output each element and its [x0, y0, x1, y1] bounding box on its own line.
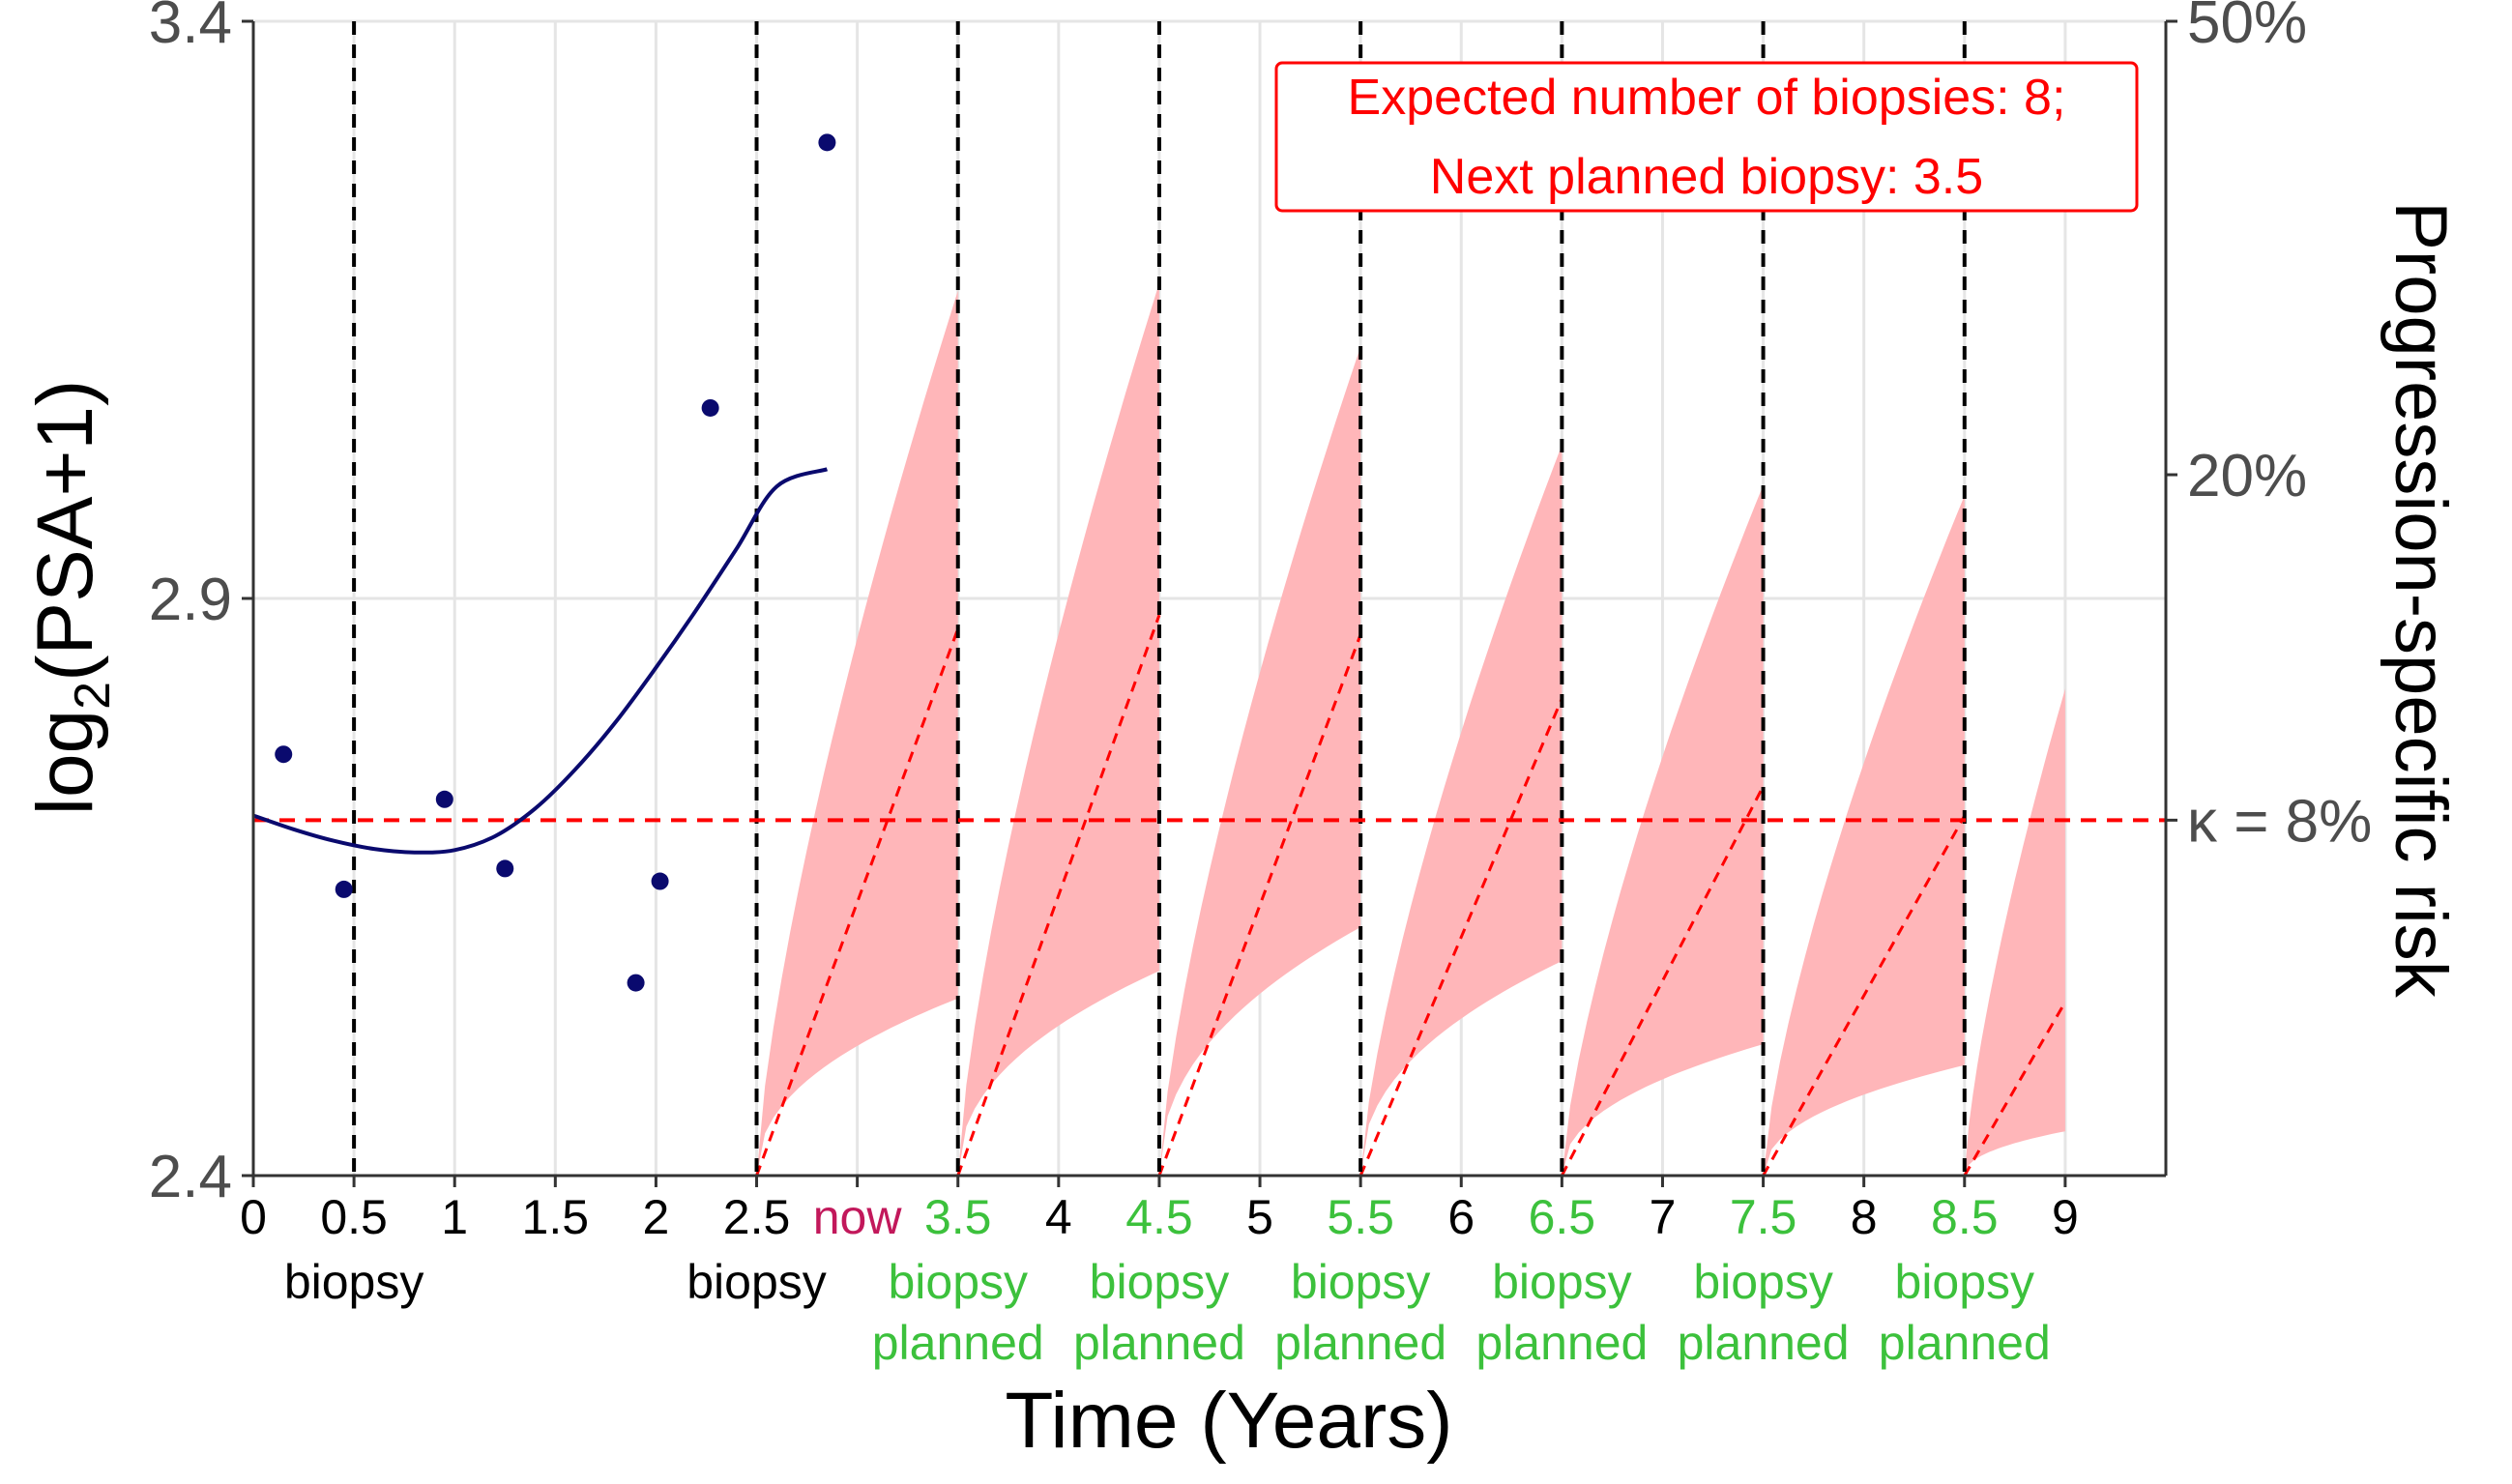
annotation-box: Expected number of biopsies: 8; Next pla… — [1274, 61, 2139, 213]
biopsy-label-line: biopsy — [1492, 1255, 1632, 1309]
annotation-line-2: Next planned biopsy: 3.5 — [1430, 149, 1983, 205]
biopsy-label-line: biopsy — [1693, 1255, 1833, 1309]
y2-tick-label: 50% — [2187, 0, 2307, 56]
annotation-line-1: Expected number of biopsies: 8; — [1348, 70, 2066, 126]
biopsy-lines — [352, 21, 1967, 1176]
biopsy-label-line: planned — [1475, 1316, 1648, 1370]
psa-point — [275, 745, 293, 764]
x-tick-label: 5 — [1246, 1190, 1273, 1244]
risk-band — [1763, 495, 1965, 1176]
x-tick-label: 2 — [643, 1190, 670, 1244]
psa-point — [651, 872, 669, 890]
y2-tick-label: κ = 8% — [2187, 788, 2372, 855]
x-tick-label: 5.5 — [1327, 1190, 1394, 1244]
biopsy-label-line: biopsy — [1895, 1255, 2035, 1309]
y2-tick-labels: 50% 20% κ = 8% — [2187, 0, 2372, 855]
biopsy-label-line: biopsy — [1291, 1255, 1431, 1309]
biopsy-label-line: planned — [1879, 1316, 2051, 1370]
x-tick-label: 9 — [2052, 1190, 2079, 1244]
x-tick-label: 8.5 — [1931, 1190, 1999, 1244]
risk-mean-line — [1157, 633, 1362, 1177]
x-tick-label: 1 — [441, 1190, 468, 1244]
biopsy-label-line: planned — [1678, 1316, 1850, 1370]
risk-mean-line — [956, 614, 1161, 1177]
x-tick-label: 4.5 — [1125, 1190, 1193, 1244]
x-axis-title: Time (Years) — [1005, 1377, 1452, 1465]
biopsy-label-line: biopsy — [1090, 1255, 1230, 1309]
risk-mean-line — [1358, 697, 1563, 1177]
risk-band — [1964, 688, 2065, 1176]
x-tick-label: 8 — [1851, 1190, 1878, 1244]
psa-series — [252, 133, 836, 992]
x-tick-label: 1.5 — [522, 1190, 590, 1244]
x-tick-label: now — [813, 1190, 903, 1244]
y-axis-title: log2(PSA+1) — [21, 380, 121, 816]
biopsy-label-line: planned — [1073, 1316, 1245, 1370]
y-tick-label: 3.4 — [149, 0, 232, 56]
y-tick-label: 2.9 — [149, 567, 232, 633]
x-tick-labels: 0 0.5 1 1.5 2 2.5 now 3.5 4 4.5 5 5.5 6 6.5 7 7.5 8 8.5 9 — [240, 1190, 2079, 1244]
annotation-border — [1274, 61, 2139, 213]
biopsy-label-line: planned — [872, 1316, 1044, 1370]
psa-point — [701, 398, 719, 417]
y-axis-title-base: log — [21, 710, 109, 815]
x-tick-label: 2.5 — [723, 1190, 791, 1244]
psa-point — [335, 880, 353, 898]
y-tick-labels: 2.4 2.9 3.4 — [149, 0, 232, 1210]
risk-band — [756, 290, 958, 1176]
axes — [242, 19, 2177, 1187]
risk-band — [1158, 346, 1361, 1176]
psa-point — [818, 133, 836, 152]
risk-mean-line — [755, 627, 960, 1177]
x-tick-label: 7.5 — [1730, 1190, 1797, 1244]
biopsy-label-line: planned — [1274, 1316, 1446, 1370]
y-axis-title-subscript: 2 — [65, 682, 121, 710]
risk-mean-line — [1762, 815, 1967, 1177]
x-tick-label: 6.5 — [1529, 1190, 1596, 1244]
y-axis-title-rest: (PSA+1) — [21, 380, 109, 682]
biopsy-label-line: biopsy — [686, 1255, 827, 1309]
y-tick-label: 2.4 — [149, 1144, 232, 1210]
risk-band — [1360, 445, 1563, 1176]
x-tick-label: 6 — [1447, 1190, 1475, 1244]
x-tick-label: 0 — [240, 1190, 267, 1244]
x-tick-label: 3.5 — [924, 1190, 992, 1244]
risk-band — [957, 282, 1159, 1176]
fitted-psa-line — [252, 467, 829, 855]
psa-point — [627, 974, 645, 992]
x-tick-label: 7 — [1650, 1190, 1677, 1244]
x-tick-label: 0.5 — [320, 1190, 388, 1244]
psa-point — [496, 859, 514, 878]
biopsy-label-line: biopsy — [888, 1255, 1028, 1309]
y2-axis-title: Progression-specific risk — [2380, 201, 2462, 999]
risk-band — [1562, 484, 1764, 1176]
biopsy-labels: biopsy biopsy biopsy planned biopsy planned bi… — [284, 1255, 2051, 1370]
y2-tick-label: 20% — [2187, 443, 2307, 509]
risk-bands — [755, 282, 2067, 1177]
psa-point — [435, 790, 453, 808]
x-tick-label: 4 — [1045, 1190, 1072, 1244]
biopsy-label-line: biopsy — [284, 1255, 424, 1309]
risk-mean-line — [1963, 1001, 2067, 1177]
